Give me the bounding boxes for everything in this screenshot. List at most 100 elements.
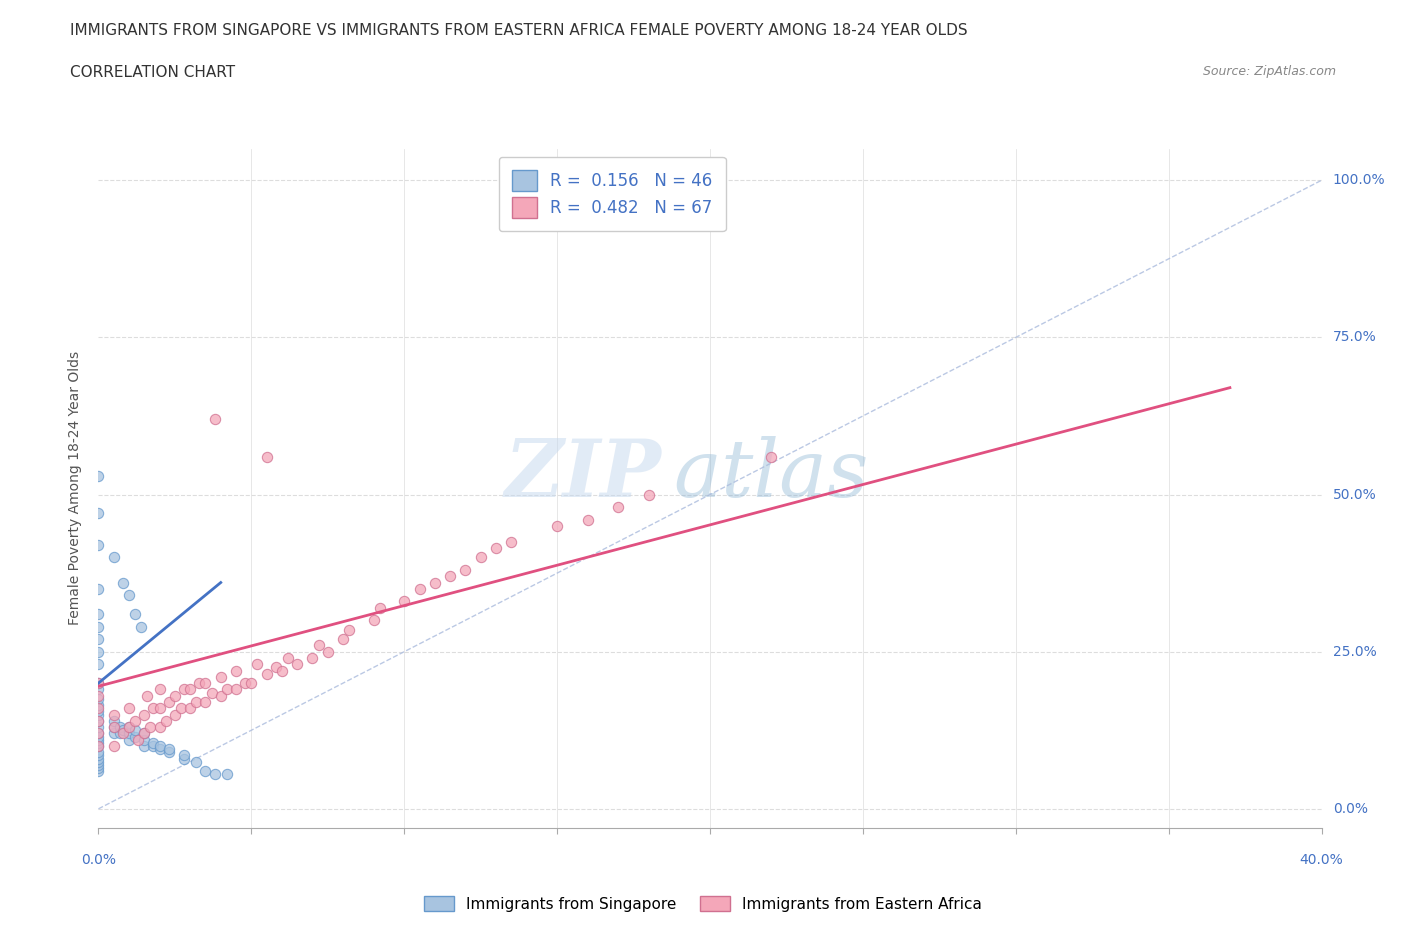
Point xyxy=(118,720,141,735)
Point xyxy=(127,732,149,747)
Point xyxy=(87,701,110,716)
Point xyxy=(87,738,110,753)
Point xyxy=(111,723,134,737)
Point xyxy=(204,412,226,427)
Point xyxy=(111,726,134,741)
Point xyxy=(142,736,165,751)
Point xyxy=(87,764,110,778)
Point xyxy=(149,720,172,735)
Point xyxy=(87,657,110,671)
Point xyxy=(215,767,238,782)
Text: 50.0%: 50.0% xyxy=(1333,487,1376,501)
Point xyxy=(256,666,278,681)
Point xyxy=(332,631,354,646)
Point xyxy=(87,691,110,706)
Point xyxy=(118,701,141,716)
Point xyxy=(87,688,110,703)
Point xyxy=(87,729,110,744)
Point xyxy=(142,701,165,716)
Point xyxy=(155,713,177,728)
Point xyxy=(215,682,238,697)
Point xyxy=(149,682,172,697)
Point xyxy=(209,688,232,703)
Point xyxy=(454,563,477,578)
Point xyxy=(108,726,131,741)
Legend: Immigrants from Singapore, Immigrants from Eastern Africa: Immigrants from Singapore, Immigrants fr… xyxy=(418,889,988,918)
Text: 100.0%: 100.0% xyxy=(1333,173,1385,187)
Point xyxy=(194,764,217,778)
Point xyxy=(149,701,172,716)
Point xyxy=(129,619,152,634)
Point xyxy=(576,512,599,527)
Text: 40.0%: 40.0% xyxy=(1299,853,1344,867)
Point xyxy=(256,449,278,464)
Point xyxy=(188,676,211,691)
Point xyxy=(423,575,446,590)
Point xyxy=(124,713,146,728)
Point xyxy=(308,638,330,653)
Point xyxy=(337,622,360,637)
Point xyxy=(173,751,195,766)
Point xyxy=(87,726,110,741)
Point xyxy=(170,701,193,716)
Text: 0.0%: 0.0% xyxy=(1333,802,1368,816)
Point xyxy=(233,676,256,691)
Point xyxy=(87,606,110,621)
Point xyxy=(173,682,195,697)
Point xyxy=(87,676,110,691)
Point xyxy=(301,651,323,666)
Point xyxy=(87,538,110,552)
Point xyxy=(186,754,208,769)
Point xyxy=(87,720,110,735)
Point xyxy=(87,713,110,728)
Point xyxy=(87,619,110,634)
Point xyxy=(179,701,201,716)
Point xyxy=(149,742,172,757)
Point xyxy=(470,550,492,565)
Point xyxy=(87,704,110,719)
Point xyxy=(103,720,125,735)
Point xyxy=(118,720,141,735)
Point xyxy=(316,644,339,659)
Point xyxy=(200,685,222,700)
Point xyxy=(103,550,125,565)
Point xyxy=(204,767,226,782)
Point xyxy=(87,682,110,697)
Point xyxy=(194,676,217,691)
Point xyxy=(408,581,430,596)
Legend: R =  0.156   N = 46, R =  0.482   N = 67: R = 0.156 N = 46, R = 0.482 N = 67 xyxy=(499,157,725,232)
Point xyxy=(439,569,461,584)
Point xyxy=(87,761,110,776)
Text: IMMIGRANTS FROM SINGAPORE VS IMMIGRANTS FROM EASTERN AFRICA FEMALE POVERTY AMONG: IMMIGRANTS FROM SINGAPORE VS IMMIGRANTS … xyxy=(70,23,967,38)
Point xyxy=(87,468,110,483)
Point xyxy=(118,588,141,603)
Point xyxy=(637,487,661,502)
Point xyxy=(225,663,247,678)
Point xyxy=(264,660,287,675)
Point xyxy=(157,745,180,760)
Point xyxy=(87,631,110,646)
Point xyxy=(501,534,523,549)
Text: atlas: atlas xyxy=(673,436,869,513)
Text: 0.0%: 0.0% xyxy=(82,853,115,867)
Point xyxy=(163,707,186,722)
Point xyxy=(368,600,391,615)
Point xyxy=(270,663,292,678)
Point xyxy=(240,676,263,691)
Point xyxy=(118,732,141,747)
Point xyxy=(87,676,110,691)
Point xyxy=(157,742,180,757)
Point xyxy=(392,594,416,609)
Point xyxy=(87,644,110,659)
Point xyxy=(103,738,125,753)
Point xyxy=(363,613,385,628)
Point xyxy=(134,738,156,753)
Point xyxy=(87,736,110,751)
Point xyxy=(136,688,159,703)
Point xyxy=(103,720,125,735)
Point xyxy=(87,757,110,772)
Point xyxy=(157,695,180,710)
Point xyxy=(124,729,146,744)
Point xyxy=(142,738,165,753)
Point xyxy=(87,581,110,596)
